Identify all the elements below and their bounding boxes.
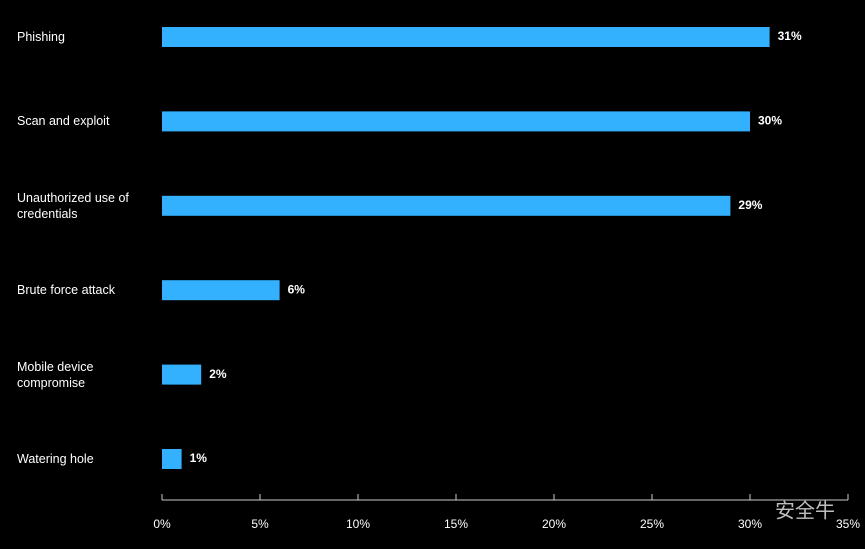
x-tick-label: 0% bbox=[153, 517, 171, 531]
value-label: 30% bbox=[758, 114, 782, 128]
value-label: 31% bbox=[778, 29, 802, 43]
category-label: Scan and exploit bbox=[17, 114, 110, 129]
bar bbox=[162, 111, 750, 132]
bar bbox=[162, 364, 202, 385]
watermark: 安全牛 bbox=[775, 499, 835, 522]
category-label: Phishing bbox=[17, 30, 65, 44]
x-tick-label: 20% bbox=[542, 517, 566, 531]
x-tick-label: 10% bbox=[346, 517, 370, 531]
category-label: Watering hole bbox=[17, 452, 94, 466]
category-label: Brute force attack bbox=[17, 283, 115, 298]
bar bbox=[162, 195, 731, 216]
x-tick-label: 5% bbox=[251, 517, 269, 531]
value-label: 1% bbox=[190, 451, 208, 465]
x-tick-label: 15% bbox=[444, 517, 468, 531]
value-label: 29% bbox=[738, 198, 762, 212]
bar bbox=[162, 449, 182, 469]
x-tick-label: 30% bbox=[738, 517, 762, 531]
x-tick-label: 35% bbox=[836, 517, 860, 531]
category-label: Mobile device compromise bbox=[17, 359, 94, 390]
category-label: Unauthorized use of credentials bbox=[17, 190, 129, 221]
value-label: 2% bbox=[209, 367, 227, 381]
bar bbox=[162, 27, 770, 47]
value-label: 6% bbox=[288, 282, 306, 296]
x-tick-label: 25% bbox=[640, 517, 664, 531]
bar bbox=[162, 280, 280, 301]
